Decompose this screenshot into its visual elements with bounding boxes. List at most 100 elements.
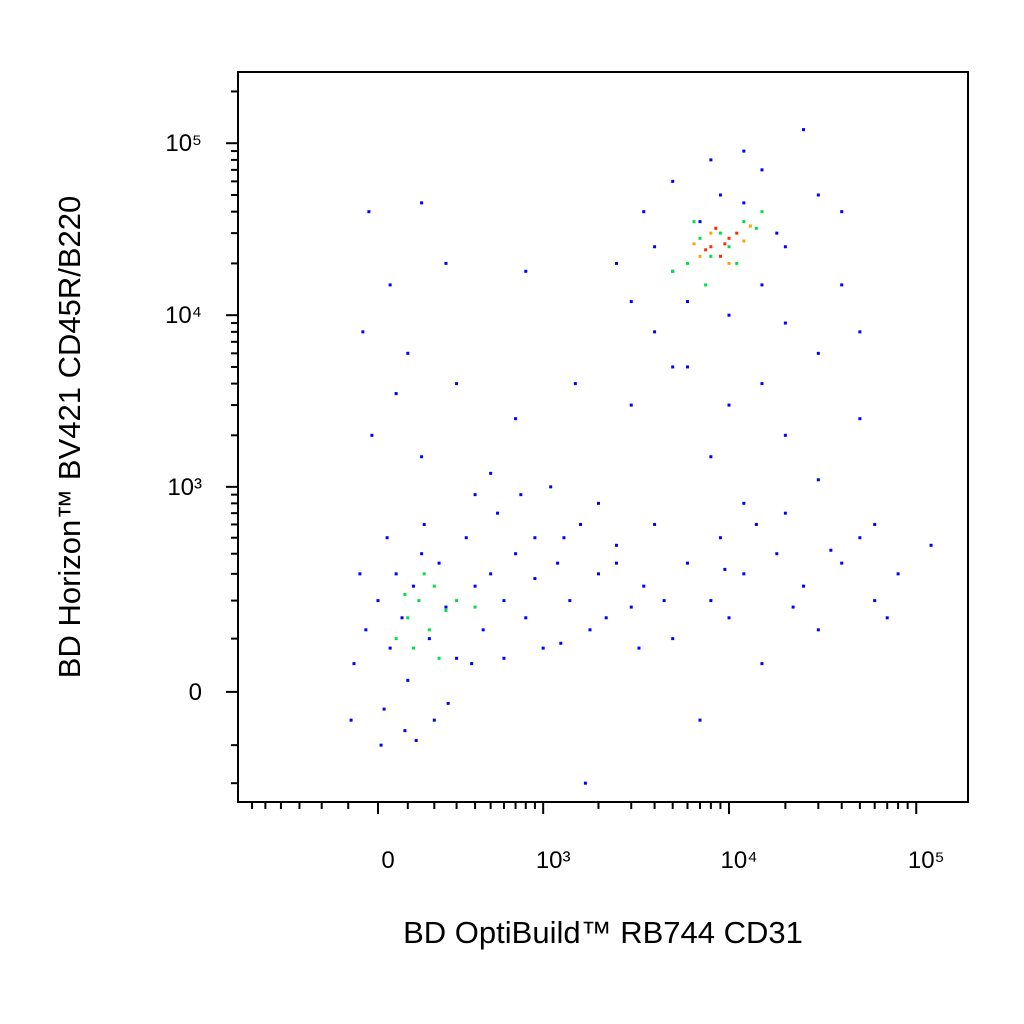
data-point xyxy=(727,245,731,249)
data-point xyxy=(496,511,500,515)
data-point xyxy=(783,321,787,325)
data-point xyxy=(858,536,862,540)
y-tick-label: 0 xyxy=(189,679,202,706)
data-point xyxy=(352,662,356,666)
data-point xyxy=(742,501,746,505)
x-axis-title: BD OptiBuild™ RB744 CD31 xyxy=(403,915,803,950)
data-point xyxy=(783,433,787,437)
data-point xyxy=(718,193,722,197)
data-point xyxy=(629,605,633,609)
data-point xyxy=(379,743,383,747)
data-point xyxy=(411,584,415,588)
data-point xyxy=(748,224,752,228)
data-point xyxy=(760,662,764,666)
data-point xyxy=(473,584,477,588)
x-tick-label: 10⁵ xyxy=(908,847,945,874)
data-point xyxy=(698,220,702,224)
data-point xyxy=(455,382,459,386)
x-tick-label: 10⁴ xyxy=(721,847,758,874)
data-point xyxy=(437,656,441,660)
data-point xyxy=(422,522,426,526)
data-point xyxy=(642,584,646,588)
data-point xyxy=(840,561,844,565)
data-point xyxy=(406,678,410,682)
data-point xyxy=(816,193,820,197)
data-point xyxy=(685,365,689,369)
data-point xyxy=(427,637,431,641)
data-point xyxy=(420,201,424,205)
data-point xyxy=(718,536,722,540)
data-point xyxy=(524,616,528,620)
data-point xyxy=(464,536,468,540)
data-point xyxy=(444,261,448,265)
data-point xyxy=(671,365,675,369)
data-point xyxy=(685,261,689,265)
data-point xyxy=(432,718,436,722)
data-point xyxy=(718,254,722,258)
data-point xyxy=(840,210,844,214)
data-point xyxy=(583,781,587,785)
data-point xyxy=(685,561,689,565)
data-point xyxy=(367,210,371,214)
data-point xyxy=(840,283,844,287)
data-point xyxy=(394,392,398,396)
data-point xyxy=(704,248,708,252)
data-point xyxy=(727,616,731,620)
data-point xyxy=(455,656,459,660)
data-point xyxy=(709,158,713,162)
y-tick-label: 10³ xyxy=(167,474,202,501)
data-point xyxy=(502,656,506,660)
data-point xyxy=(358,572,362,576)
data-point xyxy=(588,628,592,632)
data-point xyxy=(455,599,459,603)
data-point xyxy=(489,572,493,576)
data-point xyxy=(427,628,431,632)
data-point xyxy=(929,543,933,547)
data-point xyxy=(385,536,389,540)
data-point xyxy=(629,403,633,407)
data-point xyxy=(614,543,618,547)
data-point xyxy=(709,254,713,258)
data-point xyxy=(502,599,506,603)
data-point xyxy=(742,201,746,205)
data-point xyxy=(802,584,806,588)
data-point xyxy=(573,382,577,386)
data-point xyxy=(406,616,410,620)
data-point xyxy=(692,220,696,224)
data-point xyxy=(885,616,889,620)
y-tick-label: 10⁴ xyxy=(165,302,202,329)
data-point xyxy=(727,261,731,265)
data-point xyxy=(579,522,583,526)
data-point xyxy=(709,231,713,235)
data-point xyxy=(422,572,426,576)
data-point xyxy=(816,478,820,482)
x-tick-label: 0 xyxy=(381,847,394,874)
data-point xyxy=(549,485,553,489)
data-point xyxy=(873,599,877,603)
data-point xyxy=(614,261,618,265)
data-point xyxy=(470,662,474,666)
data-point xyxy=(559,641,563,645)
data-point xyxy=(671,637,675,641)
data-point xyxy=(760,283,764,287)
data-point xyxy=(709,455,713,459)
data-point xyxy=(873,522,877,526)
data-point xyxy=(829,548,833,552)
data-point xyxy=(742,220,746,224)
data-point xyxy=(514,417,518,421)
data-point xyxy=(718,231,722,235)
data-point xyxy=(662,599,666,603)
data-point xyxy=(742,572,746,576)
data-point xyxy=(437,561,441,565)
data-point xyxy=(533,577,537,581)
data-point xyxy=(704,283,708,287)
data-point xyxy=(394,572,398,576)
data-point xyxy=(596,572,600,576)
data-point xyxy=(760,210,764,214)
data-point xyxy=(406,351,410,355)
data-point xyxy=(723,567,727,571)
data-point xyxy=(760,382,764,386)
data-point xyxy=(671,269,675,273)
data-point xyxy=(388,283,392,287)
data-point xyxy=(896,572,900,576)
